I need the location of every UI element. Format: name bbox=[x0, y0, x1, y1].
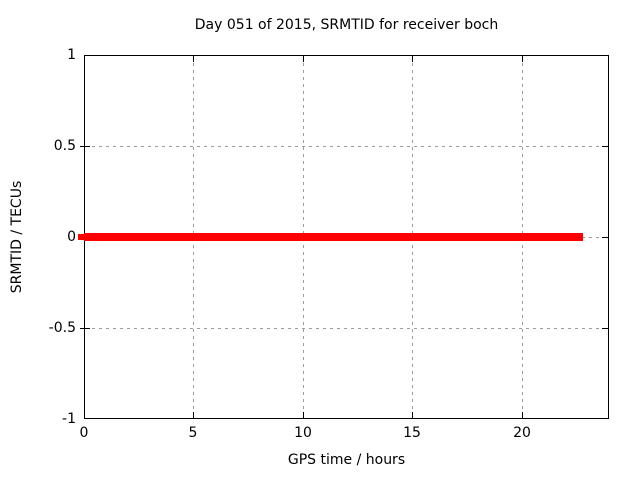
tick-mark-top bbox=[193, 56, 194, 62]
data-line-start-cap bbox=[78, 234, 84, 240]
y-tick-label: 0 bbox=[67, 229, 76, 245]
data-line-srmtid bbox=[84, 233, 583, 241]
chart-title: Day 051 of 2015, SRMTID for receiver boc… bbox=[194, 17, 499, 33]
x-tick-label: 0 bbox=[79, 425, 89, 441]
gridline-horizontal bbox=[85, 146, 608, 147]
tick-mark-bottom bbox=[303, 412, 304, 418]
tick-mark-top bbox=[303, 56, 304, 62]
tick-mark-left bbox=[80, 328, 90, 329]
y-tick-label: -1 bbox=[62, 411, 76, 427]
tick-mark-right bbox=[602, 328, 608, 329]
y-tick-label: 1 bbox=[67, 47, 76, 63]
x-tick-label: 15 bbox=[403, 425, 421, 441]
x-tick-label: 10 bbox=[294, 425, 312, 441]
tick-mark-bottom bbox=[412, 412, 413, 418]
x-tick-label: 5 bbox=[188, 425, 198, 441]
tick-mark-right bbox=[602, 237, 608, 238]
tick-mark-top bbox=[522, 56, 523, 62]
y-tick-label: 0.5 bbox=[53, 138, 76, 154]
tick-mark-left bbox=[80, 146, 90, 147]
tick-mark-bottom bbox=[522, 412, 523, 418]
gridline-horizontal bbox=[85, 328, 608, 329]
x-tick-label: 20 bbox=[513, 425, 531, 441]
tick-mark-bottom bbox=[193, 412, 194, 418]
y-tick-label: -0.5 bbox=[48, 320, 76, 336]
tick-mark-right bbox=[602, 146, 608, 147]
tick-mark-top bbox=[412, 56, 413, 62]
y-axis-label: SRMTID / TECUs bbox=[9, 180, 25, 294]
x-axis-label: GPS time / hours bbox=[287, 452, 406, 468]
